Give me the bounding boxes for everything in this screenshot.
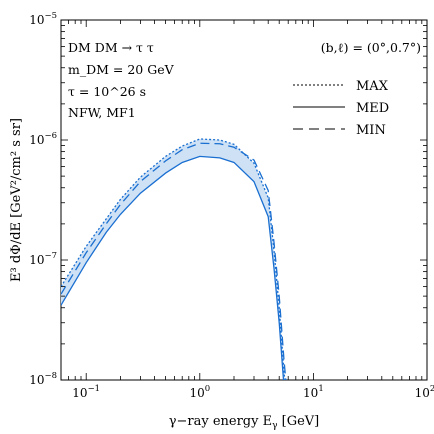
x-axis-title-sub: γ <box>272 421 277 431</box>
y-tick-label: 10−8 <box>29 371 57 387</box>
x-axis-title-unit: [GeV] <box>278 414 320 429</box>
annotation-profile: NFW, MF1 <box>68 105 136 120</box>
series-line-max <box>61 138 286 380</box>
annotation-process: DM DM → τ τ <box>68 40 154 55</box>
legend-label-med: MED <box>356 101 389 116</box>
y-tick-label: 10−7 <box>29 251 57 267</box>
y-tick-label: 10−5 <box>29 11 57 27</box>
x-tick-label: 102 <box>415 384 434 400</box>
x-axis-title: γ−ray energy Eγ [GeV] <box>169 414 320 431</box>
x-axis-title-main: γ−ray energy E <box>169 414 272 429</box>
annotation-block: DM DM → τ τ m_DM = 20 GeV τ = 10^26 s NF… <box>68 40 175 120</box>
y-tick-label: 10−6 <box>29 131 57 147</box>
series-line-med <box>61 155 285 380</box>
series-line-min <box>61 142 287 380</box>
legend: MAX MED MIN <box>293 79 389 138</box>
plot-frame <box>60 19 428 381</box>
annotation-lifetime: τ = 10^26 s <box>68 84 146 99</box>
legend-label-max: MAX <box>356 79 389 94</box>
y-axis-title: E³ dΦ/dE [GeV²/cm² s sr] <box>9 118 24 282</box>
region-label: (b,ℓ) = (0°,0.7°) <box>321 40 421 55</box>
x-tick-label: 10−1 <box>72 384 100 400</box>
legend-label-min: MIN <box>356 123 386 138</box>
annotation-mass: m_DM = 20 GeV <box>68 62 175 77</box>
x-tick-label: 100 <box>189 384 210 400</box>
x-tick-label: 101 <box>303 384 324 400</box>
